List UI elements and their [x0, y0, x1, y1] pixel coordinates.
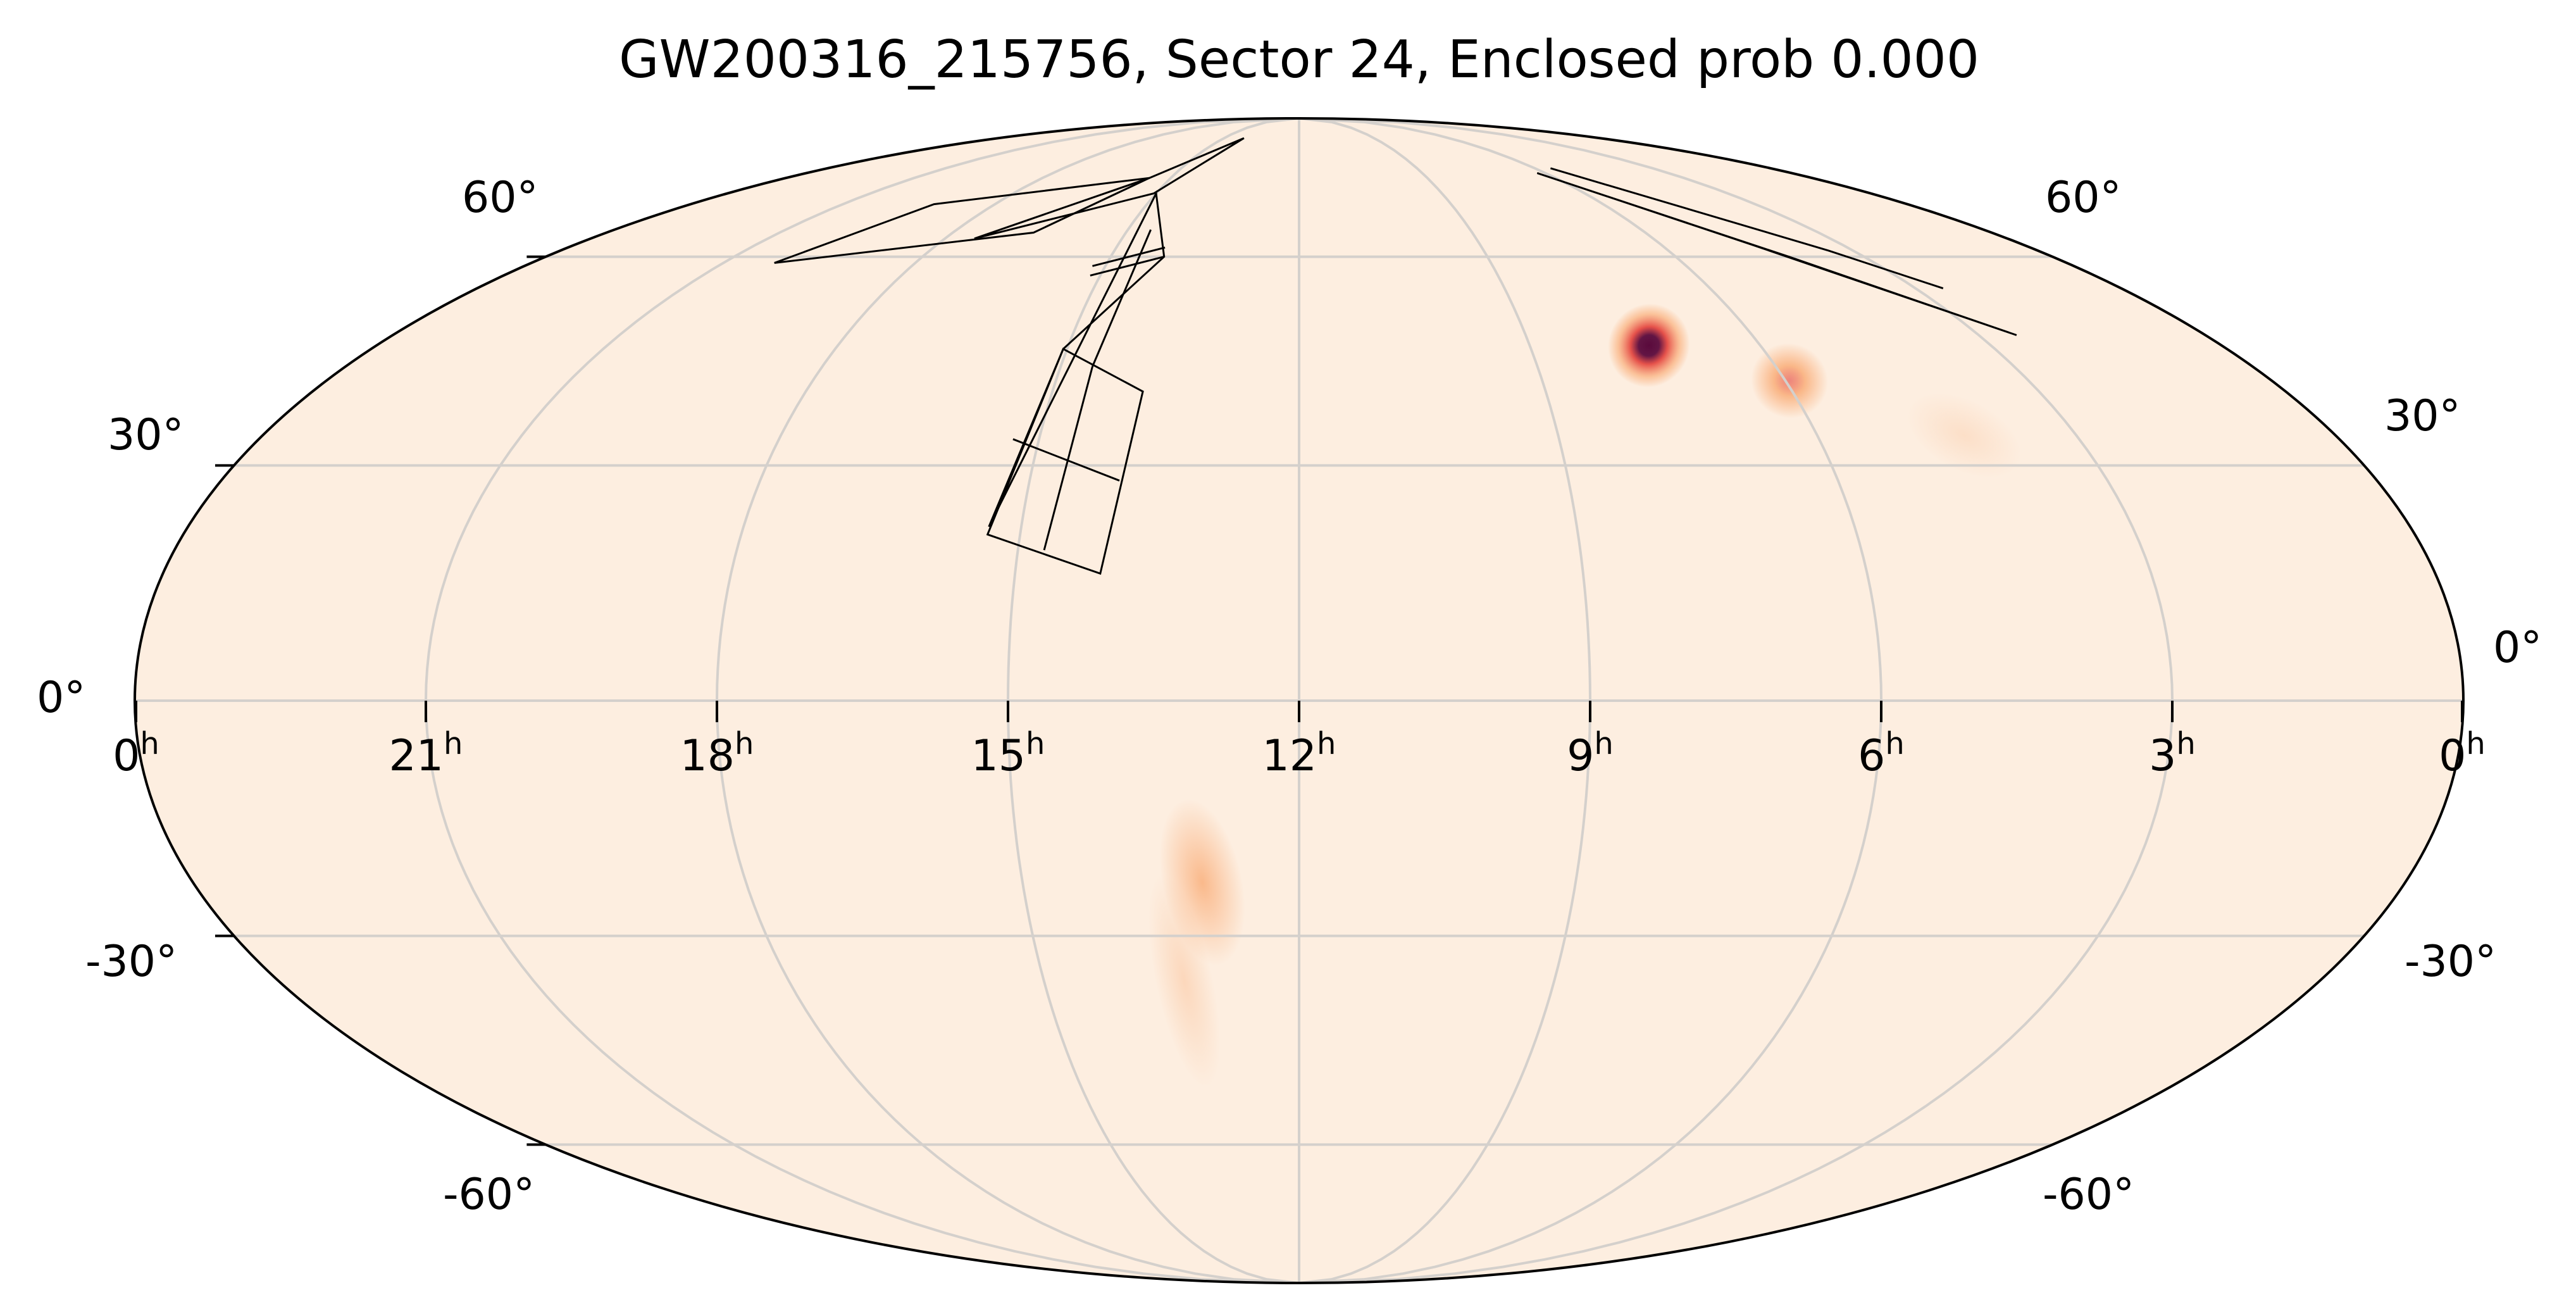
ra-hour-label: 15h	[971, 726, 1045, 781]
tess-ccd-seam	[1043, 366, 1093, 551]
tess-ccd-seam	[1092, 246, 1166, 267]
ra-hour-label: 6h	[1858, 726, 1905, 781]
ra-hour-label: 9h	[1567, 726, 1614, 781]
tess-footprint	[774, 137, 2017, 575]
ra-hour-label: 18h	[680, 726, 754, 781]
probability-blob	[1751, 343, 1828, 418]
map-title: GW200316_215756, Sector 24, Enclosed pro…	[619, 30, 1979, 90]
dec-label-left-minus60: -60°	[443, 1170, 535, 1220]
tess-camera-outline	[974, 137, 1245, 240]
ra-hour-label: 21h	[389, 726, 463, 781]
dec-label-left-minus30: -30°	[85, 937, 177, 987]
probability-heatmap	[1148, 303, 2022, 1088]
ra-hour-label: 0h	[2439, 726, 2486, 781]
dec-label-left-30: 30°	[108, 410, 184, 460]
tess-camera-outline	[774, 177, 1150, 264]
probability-blob	[1608, 303, 1690, 388]
dec-label-right-30: 30°	[2384, 391, 2461, 441]
dec-label-right-60: 60°	[2045, 173, 2122, 223]
dec-label-left-60: 60°	[462, 173, 538, 223]
ra-hour-labels: 0h 21h 18h 15h 12h 9h 6h 3h 0h	[113, 726, 2486, 781]
dec-label-right-minus30: -30°	[2405, 937, 2496, 987]
tick-marks	[135, 255, 2463, 1146]
tess-ccd-seam	[1012, 438, 1120, 482]
dec-label-right-minus60: -60°	[2043, 1170, 2134, 1220]
tess-camera-outline	[1536, 172, 2017, 336]
tess-ccd-seam	[1090, 256, 1165, 277]
ra-hour-label: 3h	[2149, 726, 2196, 781]
ra-hour-label: 0h	[113, 726, 159, 781]
ra-hour-label: 12h	[1262, 726, 1336, 781]
dec-label-left-0: 0°	[37, 673, 85, 723]
dec-label-right-0: 0°	[2493, 623, 2542, 673]
probability-blob	[1148, 873, 1221, 1088]
tess-camera-outline	[1550, 167, 1944, 290]
probability-blob	[1907, 392, 2022, 479]
tess-ccd-seam	[1092, 229, 1152, 367]
